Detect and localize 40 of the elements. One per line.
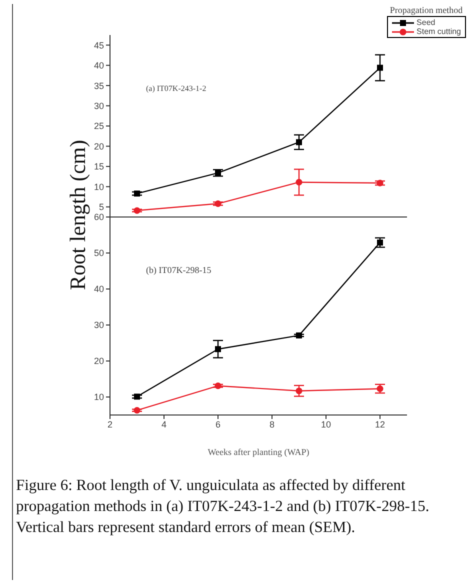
point [214, 200, 222, 207]
y-tick-label: 10 [94, 392, 104, 402]
point [296, 388, 302, 394]
x-tick-label: 12 [374, 419, 386, 430]
point [134, 407, 140, 414]
legend-label: Seed [416, 18, 436, 27]
x-tick-label: 8 [269, 419, 275, 430]
y-tick-label: 20 [94, 356, 104, 366]
x-tick-label: 4 [161, 419, 167, 430]
point [296, 139, 302, 146]
y-tick-label: 30 [94, 320, 104, 330]
y-tick-label: 40 [94, 60, 104, 71]
y-axis-title: Root length (cm) [65, 140, 91, 290]
y-tick-label: 10 [94, 182, 104, 192]
x-tick-label: 6 [215, 419, 221, 430]
point [215, 346, 221, 352]
point [377, 64, 383, 71]
x-axis-title: Weeks after planting (WAP) [208, 447, 310, 457]
point [376, 180, 384, 186]
annotation: (b) IT07K-298-15 [146, 265, 212, 275]
x-tick-label: 2 [107, 419, 113, 430]
y-tick-label: 25 [94, 121, 104, 132]
y-tick-label: 20 [94, 141, 104, 152]
y-tick-label: 30 [94, 100, 104, 111]
y-tick-label: 15 [94, 162, 104, 172]
legend-label: Stem cutting [416, 27, 461, 36]
point [376, 385, 384, 392]
y-tick-label: 60 [94, 212, 104, 222]
caption: Figure 6: Root length of V. unguiculata as affected by different propagation methods in (a) IT07K-243-1-2 and (b) IT07K-298-15. Vertical bars represent standard errors of mean (SEM). [16, 476, 430, 538]
y-tick-label: 45 [94, 40, 104, 50]
point [214, 382, 222, 390]
y-tick-label: 40 [94, 284, 104, 294]
point [134, 207, 140, 214]
legend-title: Propagation method [388, 5, 464, 15]
y-tick-label: 35 [94, 80, 104, 91]
x-tick-label: 10 [320, 419, 332, 430]
y-tick-label: 5 [98, 202, 104, 212]
point [296, 178, 302, 186]
y-tick-label: 50 [94, 248, 104, 258]
annotation: (a) IT07K-243-1-2 [146, 84, 206, 93]
